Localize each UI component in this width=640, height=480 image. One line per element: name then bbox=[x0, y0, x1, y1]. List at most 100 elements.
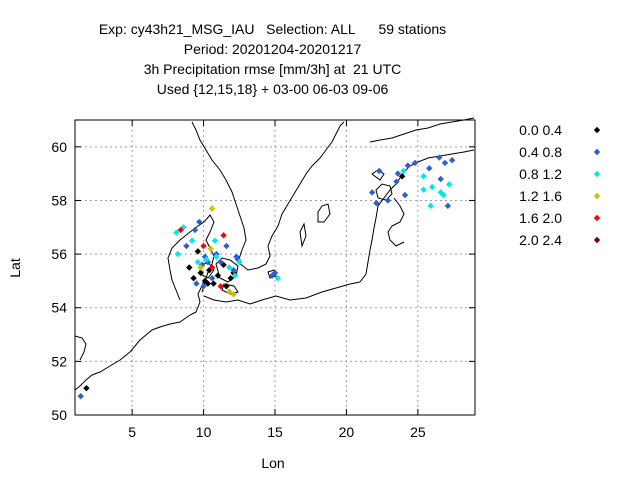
x-axis-label: Lon bbox=[261, 455, 284, 471]
chart-title-line-4: Used {12,15,18} + 03-00 06-03 09-06 bbox=[156, 81, 389, 97]
legend-label: 1.2 1.6 bbox=[519, 188, 562, 204]
data-point bbox=[211, 237, 219, 244]
x-tick-label: 10 bbox=[196, 424, 212, 440]
data-point bbox=[437, 175, 444, 183]
data-point bbox=[420, 186, 427, 193]
legend-label: 2.0 2.4 bbox=[519, 232, 562, 248]
data-point bbox=[393, 178, 400, 185]
data-point bbox=[186, 264, 193, 271]
data-point bbox=[201, 277, 209, 285]
data-point bbox=[210, 280, 217, 287]
legend: 0.0 0.4 0.4 0.8 0.8 1.2 1.2 1.6 1.6 2.0 2.0 2… bbox=[519, 122, 601, 248]
data-point bbox=[207, 245, 214, 252]
legend-label: 0.0 0.4 bbox=[519, 122, 562, 138]
legend-marker bbox=[593, 170, 601, 178]
x-tick-label: 20 bbox=[339, 424, 355, 440]
data-point bbox=[204, 280, 212, 287]
data-point bbox=[208, 275, 216, 282]
data-point bbox=[411, 159, 419, 167]
data-point bbox=[177, 226, 184, 234]
data-point bbox=[198, 261, 206, 269]
x-tick-label: 5 bbox=[128, 424, 136, 440]
data-point bbox=[200, 242, 207, 250]
data-point bbox=[437, 189, 444, 196]
data-point bbox=[217, 258, 224, 266]
y-tick-label: 60 bbox=[51, 139, 67, 155]
y-tick-label: 56 bbox=[51, 246, 67, 262]
axis-ticks: 5 10 15 20 25 50 52 54 56 58 60 bbox=[51, 120, 475, 440]
data-point bbox=[220, 232, 227, 239]
legend-marker bbox=[593, 236, 601, 244]
data-point bbox=[230, 291, 237, 298]
data-point bbox=[427, 202, 434, 210]
data-point bbox=[376, 167, 383, 175]
y-tick-label: 52 bbox=[51, 353, 67, 369]
legend-marker bbox=[593, 148, 601, 156]
data-point bbox=[394, 170, 402, 177]
data-point bbox=[426, 165, 433, 172]
coastline-map bbox=[74, 117, 475, 391]
data-point bbox=[236, 258, 243, 266]
legend-marker bbox=[593, 126, 601, 134]
data-point bbox=[401, 191, 409, 199]
data-point bbox=[226, 264, 233, 271]
chart-title-line-3: 3h Precipitation rmse [mm/3h] at 21 UTC bbox=[143, 61, 402, 77]
data-point bbox=[194, 258, 202, 266]
data-point bbox=[213, 253, 220, 260]
data-point bbox=[271, 269, 279, 277]
data-point bbox=[217, 283, 224, 290]
data-point bbox=[420, 173, 427, 180]
data-point bbox=[203, 256, 210, 263]
data-point bbox=[446, 181, 453, 188]
data-point bbox=[404, 162, 412, 169]
data-point bbox=[400, 167, 407, 175]
data-point bbox=[200, 283, 207, 290]
data-point bbox=[230, 266, 237, 274]
data-point bbox=[440, 191, 447, 199]
data-point bbox=[368, 189, 376, 196]
data-point bbox=[436, 154, 443, 161]
data-point bbox=[441, 159, 449, 167]
data-point bbox=[274, 275, 282, 282]
data-point bbox=[83, 384, 90, 392]
chart-title-line-1: Exp: cy43h21_MSG_IAU Selection: ALL 59 s… bbox=[98, 21, 447, 37]
data-point bbox=[183, 242, 190, 250]
legend-label: 0.8 1.2 bbox=[519, 166, 562, 182]
data-point bbox=[197, 264, 204, 271]
data-point bbox=[373, 199, 380, 207]
data-point bbox=[194, 248, 202, 255]
data-point bbox=[188, 237, 196, 244]
data-point bbox=[398, 173, 406, 180]
data-point bbox=[193, 280, 200, 287]
y-tick-label: 50 bbox=[51, 407, 67, 423]
data-point bbox=[226, 288, 233, 295]
data-point bbox=[197, 269, 204, 277]
data-point bbox=[231, 272, 239, 279]
data-point bbox=[233, 253, 240, 260]
data-point bbox=[208, 205, 216, 212]
y-tick-label: 58 bbox=[51, 192, 67, 208]
legend-marker bbox=[593, 192, 601, 200]
data-point bbox=[190, 275, 197, 282]
legend-marker bbox=[593, 214, 601, 222]
data-point bbox=[428, 183, 436, 191]
legend-label: 0.4 0.8 bbox=[519, 144, 562, 160]
data-point bbox=[196, 218, 203, 226]
data-point bbox=[384, 197, 392, 204]
legend-label: 1.6 2.0 bbox=[519, 210, 562, 226]
x-tick-label: 25 bbox=[410, 424, 426, 440]
x-tick-label: 15 bbox=[267, 424, 283, 440]
data-point bbox=[223, 283, 230, 290]
data-point bbox=[174, 250, 182, 258]
data-point bbox=[214, 272, 222, 279]
y-axis-label: Lat bbox=[7, 258, 23, 278]
data-points bbox=[77, 154, 456, 400]
chart-title-line-2: Period: 20201204-20201217 bbox=[183, 41, 362, 57]
data-point bbox=[227, 275, 234, 282]
data-point bbox=[77, 393, 84, 400]
data-point bbox=[448, 157, 456, 164]
grid bbox=[75, 120, 475, 416]
data-point bbox=[173, 229, 180, 236]
data-point bbox=[444, 202, 452, 210]
